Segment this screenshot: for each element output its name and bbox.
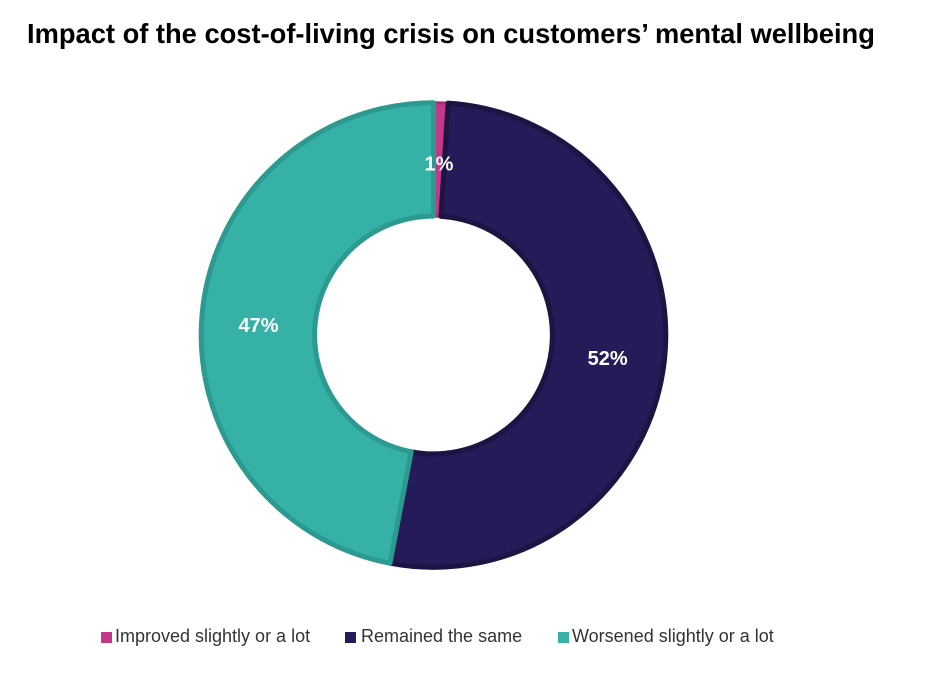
svg-text:Worsened slightly or a lot: Worsened slightly or a lot [572, 626, 774, 646]
svg-text:47%: 47% [238, 315, 278, 337]
svg-text:52%: 52% [588, 348, 628, 370]
svg-text:Impact of the cost-of-living c: Impact of the cost-of-living crisis on c… [27, 18, 875, 49]
svg-text:Improved slightly or a lot: Improved slightly or a lot [115, 626, 310, 646]
svg-text:Remained the same: Remained the same [361, 626, 522, 646]
svg-text:1%: 1% [425, 153, 454, 175]
